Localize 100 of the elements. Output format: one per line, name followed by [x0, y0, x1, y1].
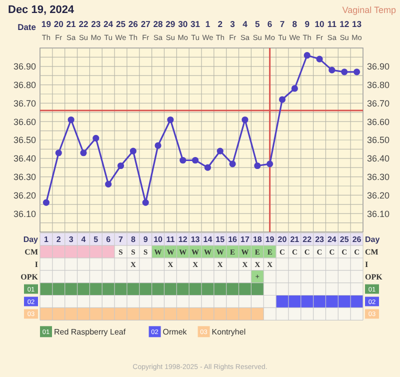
x-tick-label: 21 Sa — [66, 19, 76, 42]
x-tick-label: 19 — [265, 235, 275, 244]
y2-tick-label: 36.50 — [367, 135, 390, 146]
point — [105, 180, 112, 188]
y2-tick-label: 36.20 — [367, 190, 390, 200]
y-tick-label: 36.70 — [13, 98, 36, 108]
y-tick-label: I — [34, 260, 38, 269]
legend-label: Red Raspberry Leaf — [54, 327, 126, 336]
x-tick-label: 22 — [302, 235, 312, 244]
point — [130, 148, 136, 154]
x-tick-label: 26 Th — [128, 19, 138, 42]
x-tick-label: 26 — [352, 235, 362, 244]
legend-label: Kontryhel — [212, 327, 246, 336]
chart-title: Dec 19, 2024 — [8, 4, 75, 16]
x-tick-label: 24 Tu — [104, 19, 114, 42]
point — [242, 116, 248, 124]
y2-tick-label: 36.30 — [367, 172, 390, 182]
point — [192, 156, 199, 164]
x-tick-label: 7 — [118, 235, 124, 244]
y2-tick-label: OPK — [365, 272, 384, 282]
text: Day — [23, 235, 38, 244]
x-tick-label: 1 We — [202, 19, 214, 42]
x-tick-label: 23 — [315, 235, 325, 244]
point — [341, 68, 348, 76]
x-tick-label: 14 — [203, 235, 213, 244]
x-tick-label: 13 — [190, 235, 200, 244]
x-tick-label: 8 — [130, 235, 136, 244]
y-tick-label: 36.50 — [13, 135, 36, 146]
x-tick-label: 5 — [94, 235, 99, 244]
point — [266, 160, 274, 168]
x-tick-label: 30 Mo — [178, 19, 188, 42]
x-tick-label: 28 Sa — [153, 19, 164, 42]
x-tick-label: 29 Su — [166, 19, 176, 42]
y2-tick-label: 36.60 — [367, 116, 390, 127]
y-tick-label: 36.20 — [13, 190, 36, 200]
y-tick-label: OPK — [20, 272, 39, 282]
x-tick-label: 20 — [278, 235, 288, 244]
x-tick-label: 12 Su — [340, 19, 350, 42]
x-tick-label: 4 Sa — [240, 19, 250, 42]
x-tick-label: 15 — [216, 235, 226, 244]
x-tick-label: 10 — [154, 235, 164, 244]
point — [55, 150, 62, 156]
point — [216, 148, 224, 154]
x-tick-label: 8 We — [289, 19, 300, 42]
point — [278, 96, 286, 103]
point — [316, 56, 323, 62]
y-tick-label: 36.30 — [13, 172, 36, 182]
y-tick-label: 36.60 — [13, 116, 36, 127]
point — [117, 162, 124, 170]
x-tick-label: 6 — [106, 235, 112, 244]
x-tick-label: 20 Fr — [54, 19, 64, 42]
x-tick-label: 5 Su — [252, 19, 262, 42]
point — [291, 85, 298, 92]
y-tick-label: 36.80 — [13, 80, 36, 90]
x-tick-label: 11 Sa — [327, 19, 338, 42]
x-tick-label: 27 Fr — [140, 19, 151, 42]
point — [80, 150, 87, 156]
x-tick-label: 31 Tu — [190, 19, 200, 42]
text: Vaginal Temp — [342, 5, 396, 15]
x-tick-label: 25 — [340, 235, 350, 244]
point — [167, 116, 174, 124]
x-tick-label: 6 Mo — [264, 19, 275, 42]
x-tick-label: 22 Su — [78, 19, 88, 42]
y2-tick-label: 36.90 — [367, 62, 390, 72]
x-tick-label: 23 Mo — [90, 19, 102, 42]
point — [142, 199, 149, 206]
y-tick-label: 36.90 — [13, 62, 36, 72]
y2-tick-label: 36.10 — [367, 208, 390, 219]
x-tick-label: 24 — [327, 235, 337, 244]
point — [229, 160, 236, 168]
y-tick-label: 36.40 — [13, 154, 36, 164]
point — [328, 66, 336, 74]
x-tick-label: 18 — [252, 235, 262, 244]
y2-tick-label: I — [365, 260, 368, 269]
y-tick-label: CM — [24, 247, 38, 256]
point — [353, 68, 360, 76]
x-tick-label: 4 — [81, 235, 86, 244]
y2-tick-label: CM — [365, 247, 379, 256]
x-tick-label: 21 — [290, 235, 300, 244]
point — [180, 156, 186, 164]
x-tick-label: 25 We — [115, 19, 126, 42]
point — [42, 199, 50, 206]
x-tick-label: 17 — [240, 235, 250, 244]
x-tick-label: 11 — [166, 235, 176, 244]
x-tick-label: 9 Th — [302, 19, 312, 42]
y2-tick-label: 36.70 — [367, 98, 390, 108]
x-tick-label: 3 — [68, 235, 74, 244]
x-tick-label: 19 Th — [41, 19, 52, 42]
x-tick-label: 2 Th — [216, 19, 224, 42]
x-tick-label: 16 — [228, 235, 238, 244]
x-tick-label: 7 Tu — [278, 19, 286, 42]
point — [68, 116, 74, 124]
x-tick-label: 9 — [143, 235, 148, 244]
point — [254, 162, 261, 170]
y2-tick-label: 36.40 — [367, 154, 390, 164]
point — [154, 142, 162, 149]
x-tick-label: 13 Mo — [352, 19, 362, 42]
y2-tick-label: 36.80 — [367, 80, 390, 90]
x-axis-title: Date — [18, 22, 36, 32]
y-tick-label: 36.10 — [13, 208, 36, 219]
